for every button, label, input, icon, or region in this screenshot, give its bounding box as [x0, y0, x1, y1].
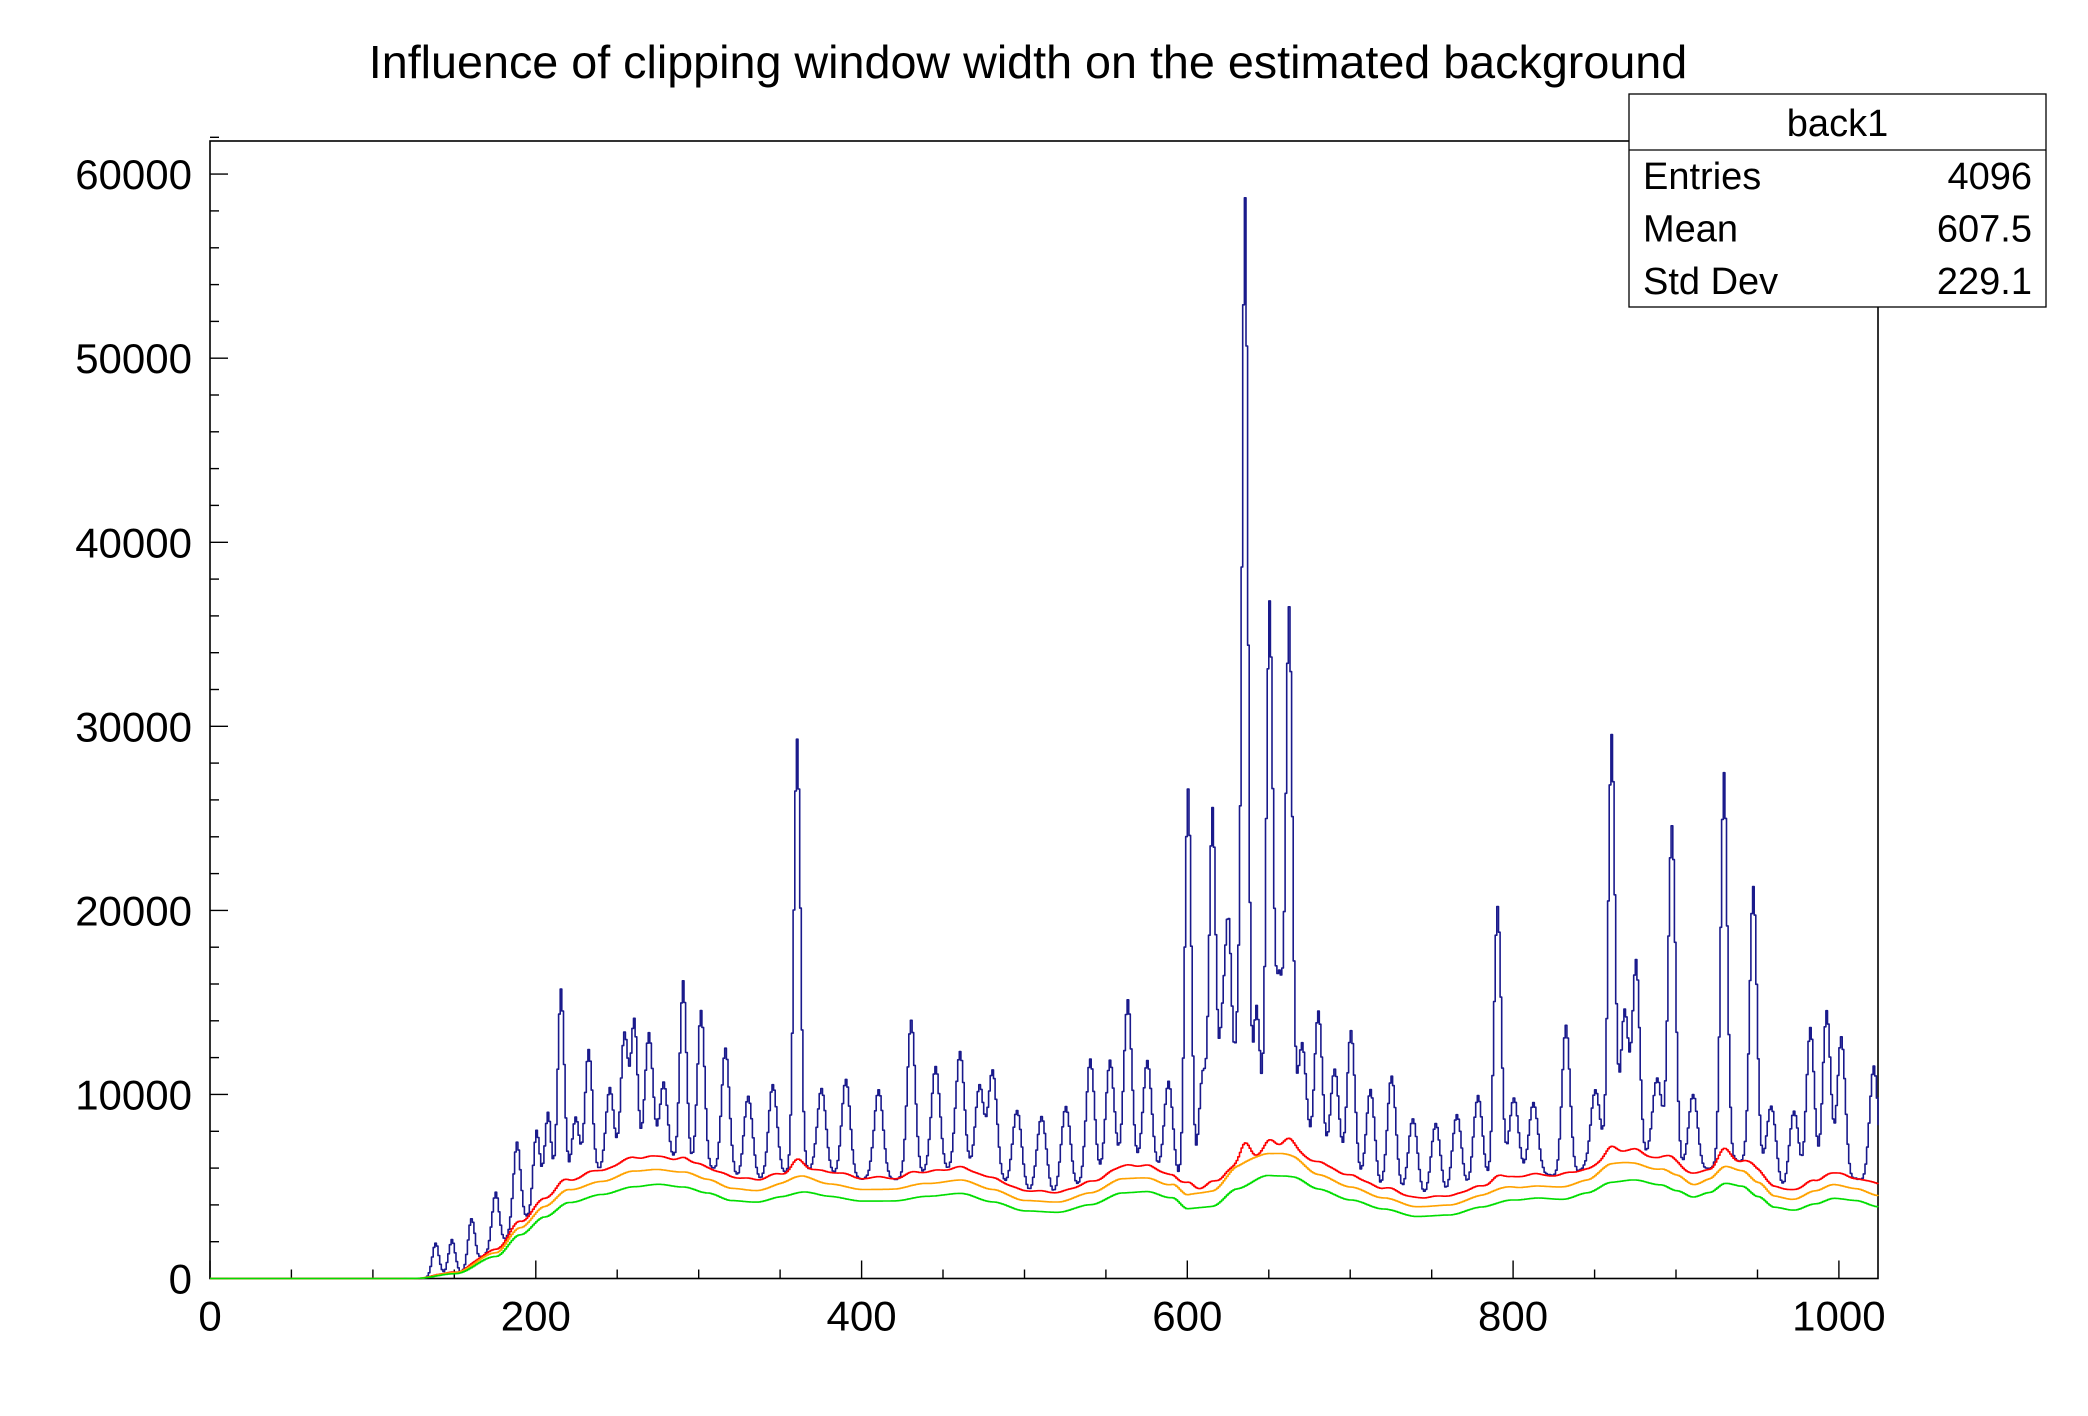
svg-text:50000: 50000 [75, 335, 192, 382]
svg-text:Std Dev: Std Dev [1643, 261, 1778, 303]
svg-text:400: 400 [827, 1293, 897, 1340]
svg-text:30000: 30000 [75, 703, 192, 750]
svg-text:60000: 60000 [75, 151, 192, 198]
svg-text:800: 800 [1478, 1293, 1548, 1340]
svg-text:Mean: Mean [1643, 209, 1738, 251]
svg-text:Influence of clipping window w: Influence of clipping window width on th… [369, 36, 1687, 88]
svg-text:229.1: 229.1 [1937, 261, 2032, 303]
svg-text:1000: 1000 [1792, 1293, 1885, 1340]
svg-text:600: 600 [1152, 1293, 1222, 1340]
svg-text:0: 0 [198, 1293, 221, 1340]
svg-text:back1: back1 [1787, 103, 1888, 145]
svg-text:40000: 40000 [75, 519, 192, 566]
svg-text:Entries: Entries [1643, 156, 1761, 198]
svg-text:20000: 20000 [75, 887, 192, 934]
svg-text:10000: 10000 [75, 1071, 192, 1118]
svg-text:4096: 4096 [1947, 156, 2032, 198]
svg-text:200: 200 [501, 1293, 571, 1340]
svg-text:0: 0 [169, 1256, 192, 1303]
svg-text:607.5: 607.5 [1937, 209, 2032, 251]
